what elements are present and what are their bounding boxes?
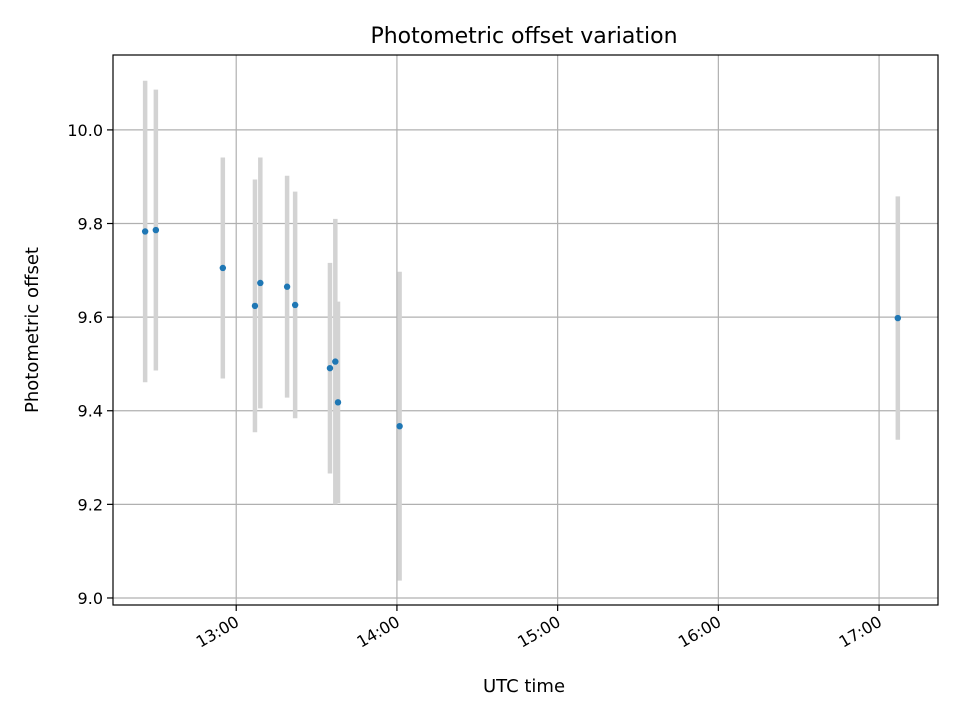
data-point	[396, 422, 403, 430]
y-tick-label: 10.0	[67, 121, 103, 140]
chart-title: Photometric offset variation	[370, 24, 677, 49]
data-points	[141, 226, 902, 430]
y-tick-label: 9.4	[78, 402, 103, 421]
plot-frame	[112, 54, 939, 606]
y-axis-label: Photometric offset	[22, 247, 43, 413]
data-point	[219, 264, 227, 272]
data-point	[152, 226, 160, 234]
data-point	[332, 358, 339, 365]
grid	[113, 55, 938, 605]
x-tick-label: 15:00	[514, 612, 563, 652]
x-tick-label: 17:00	[836, 612, 885, 652]
data-point	[291, 301, 299, 309]
x-axis-label: UTC time	[483, 676, 565, 697]
x-axis: 13:00 14:00 15:00 16:00 17:00	[193, 605, 885, 652]
data-point	[894, 314, 902, 322]
data-point	[326, 364, 334, 372]
y-tick-label: 9.6	[78, 308, 103, 327]
y-axis: 9.0 9.2 9.4 9.6 9.8 10.0	[67, 121, 113, 608]
data-point	[257, 279, 264, 287]
data-point	[334, 399, 342, 406]
error-bars	[142, 80, 901, 581]
data-point	[141, 228, 149, 235]
y-tick-label: 9.8	[78, 215, 103, 234]
y-tick-label: 9.0	[78, 589, 103, 608]
x-tick-label: 14:00	[353, 612, 402, 652]
data-point	[251, 302, 259, 310]
x-tick-label: 13:00	[193, 612, 242, 652]
x-tick-label: 16:00	[675, 612, 724, 652]
y-tick-label: 9.2	[78, 495, 103, 514]
data-point	[283, 283, 291, 290]
